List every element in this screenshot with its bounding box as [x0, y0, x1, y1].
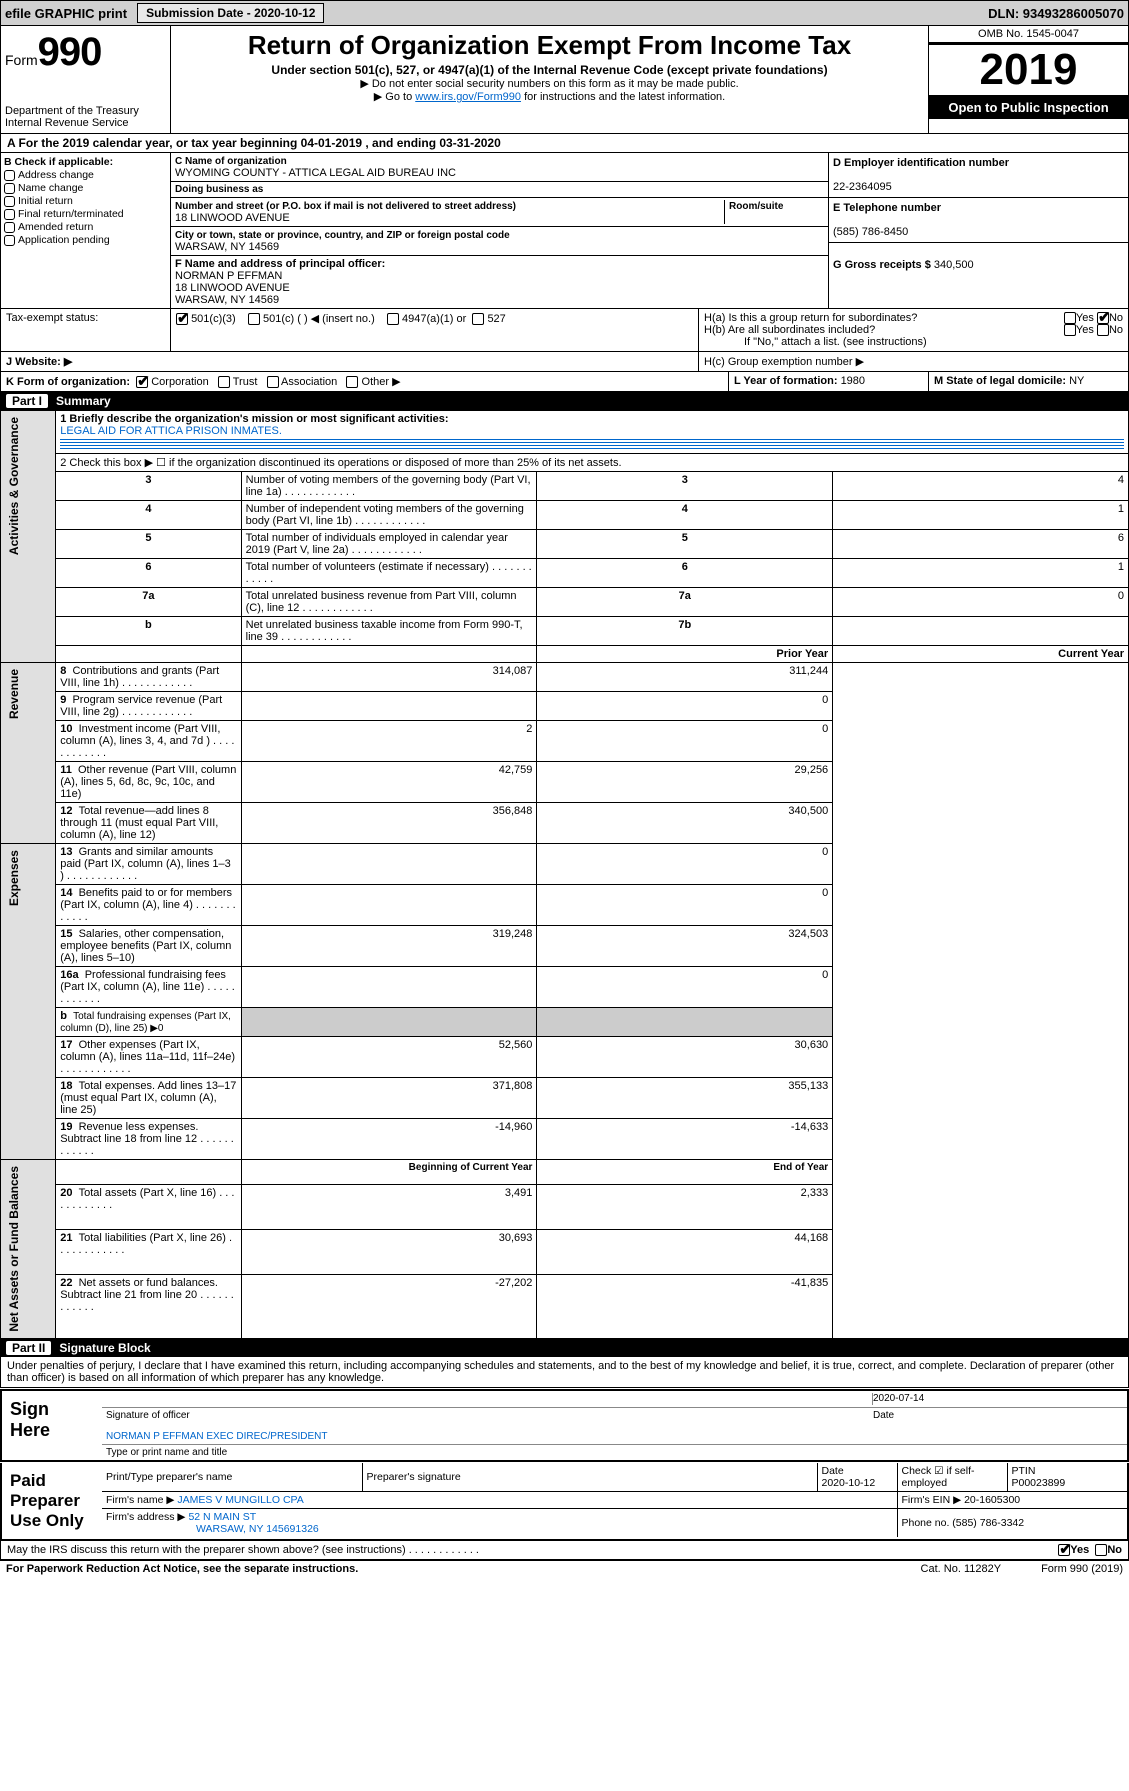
- dba-label: Doing business as: [175, 184, 263, 195]
- chk-address-change[interactable]: Address change: [4, 169, 167, 181]
- firm-ein: 20-1605300: [964, 1494, 1020, 1506]
- dln-label: DLN: 93493286005070: [988, 6, 1124, 21]
- org-address: 18 LINWOOD AVENUE: [175, 212, 290, 224]
- sign-here-block: Sign Here 2020-07-14 Signature of office…: [0, 1389, 1129, 1462]
- officer-typed: NORMAN P EFFMAN EXEC DIREC/PRESIDENT: [106, 1431, 328, 1442]
- summary-table: Activities & Governance 1 Briefly descri…: [0, 410, 1129, 1339]
- form-subtitle: Under section 501(c), 527, or 4947(a)(1)…: [177, 63, 922, 77]
- k-other[interactable]: [346, 376, 358, 388]
- tax-period: A For the 2019 calendar year, or tax yea…: [0, 134, 1129, 153]
- org-city: WARSAW, NY 14569: [175, 241, 279, 253]
- activities-label: Activities & Governance: [5, 413, 23, 559]
- year-formation: 1980: [841, 375, 865, 387]
- entity-block: B Check if applicable: Address change Na…: [0, 153, 1129, 309]
- chk-501c3[interactable]: [176, 313, 188, 325]
- part2-header: Part IISignature Block: [0, 1339, 1129, 1357]
- part1-header: Part ISummary: [0, 392, 1129, 410]
- tax-exempt-label: Tax-exempt status:: [1, 309, 171, 351]
- expenses-label: Expenses: [5, 846, 23, 910]
- chk-amended[interactable]: Amended return: [4, 221, 167, 233]
- form990-link[interactable]: www.irs.gov/Form990: [415, 91, 521, 103]
- tax-year: 2019: [929, 43, 1128, 97]
- state-domicile: NY: [1069, 375, 1084, 387]
- hb-no[interactable]: [1097, 324, 1109, 336]
- submission-date-pill: Submission Date - 2020-10-12: [137, 3, 324, 23]
- mission-text: LEGAL AID FOR ATTICA PRISON INMATES.: [60, 425, 282, 437]
- chk-initial-return[interactable]: Initial return: [4, 195, 167, 207]
- chk-527[interactable]: [472, 313, 484, 325]
- irs-label: Internal Revenue Service: [5, 117, 166, 129]
- discuss-label: May the IRS discuss this return with the…: [7, 1544, 479, 1556]
- preparer-phone: (585) 786-3342: [952, 1517, 1024, 1529]
- form-header: Form990 Department of the Treasury Inter…: [0, 26, 1129, 134]
- hc-label: H(c) Group exemption number ▶: [698, 352, 1128, 371]
- ptin: P00023899: [1012, 1477, 1066, 1489]
- paid-preparer-block: Paid Preparer Use Only Print/Type prepar…: [0, 1463, 1129, 1541]
- check-b-label: B Check if applicable:: [4, 156, 167, 168]
- ha-yes[interactable]: [1064, 312, 1076, 324]
- website-label: J Website: ▶: [6, 356, 72, 368]
- chk-4947[interactable]: [387, 313, 399, 325]
- k-trust[interactable]: [218, 376, 230, 388]
- chk-name-change[interactable]: Name change: [4, 182, 167, 194]
- perjury-text: Under penalties of perjury, I declare th…: [0, 1357, 1129, 1388]
- org-name: WYOMING COUNTY - ATTICA LEGAL AID BUREAU…: [175, 167, 456, 179]
- open-public-badge: Open to Public Inspection: [929, 97, 1128, 119]
- chk-final-return[interactable]: Final return/terminated: [4, 208, 167, 220]
- form-title: Return of Organization Exempt From Incom…: [177, 30, 922, 61]
- form-link-line: ▶ Go to www.irs.gov/Form990 for instruct…: [177, 90, 922, 103]
- form-note-1: ▶ Do not enter social security numbers o…: [177, 77, 922, 90]
- revenue-label: Revenue: [5, 665, 23, 723]
- chk-application-pending[interactable]: Application pending: [4, 234, 167, 246]
- firm-name: JAMES V MUNGILLO CPA: [177, 1494, 303, 1506]
- line2: 2 Check this box ▶ ☐ if the organization…: [56, 454, 1129, 472]
- discuss-yes[interactable]: [1058, 1544, 1070, 1556]
- officer-name: NORMAN P EFFMAN: [175, 270, 282, 282]
- footer: For Paperwork Reduction Act Notice, see …: [0, 1560, 1129, 1577]
- phone: (585) 786-8450: [833, 226, 908, 238]
- omb-number: OMB No. 1545-0047: [929, 26, 1128, 43]
- hb-yes[interactable]: [1064, 324, 1076, 336]
- k-corp[interactable]: [136, 376, 148, 388]
- ein: 22-2364095: [833, 181, 892, 193]
- top-toolbar: efile GRAPHIC print Submission Date - 20…: [0, 0, 1129, 26]
- dept-label: Department of the Treasury: [5, 105, 166, 117]
- efile-label: efile GRAPHIC print: [5, 6, 127, 21]
- form-number: Form990: [5, 30, 166, 75]
- netassets-label: Net Assets or Fund Balances: [5, 1162, 23, 1336]
- gross-receipts: 340,500: [934, 259, 974, 271]
- discuss-no[interactable]: [1095, 1544, 1107, 1556]
- chk-501c[interactable]: [248, 313, 260, 325]
- k-assoc[interactable]: [267, 376, 279, 388]
- ha-no[interactable]: [1097, 312, 1109, 324]
